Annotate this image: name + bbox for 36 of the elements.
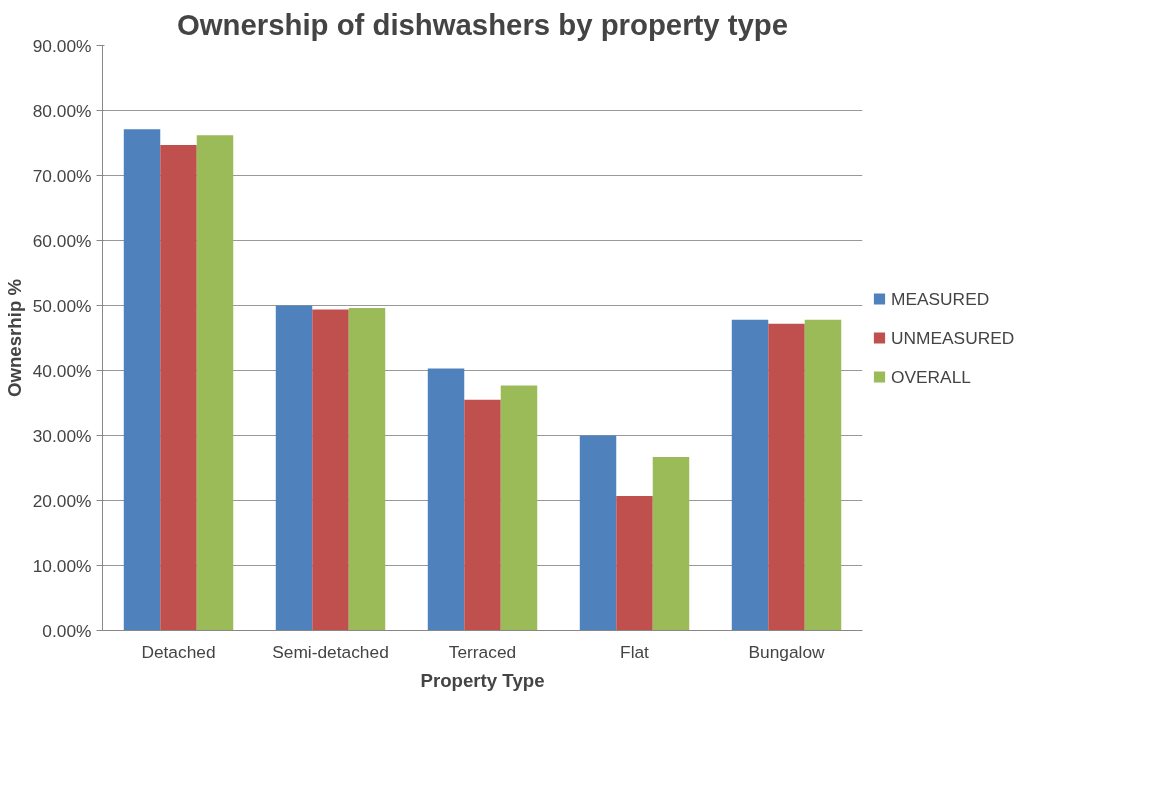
x-tick-label: Flat bbox=[620, 641, 650, 662]
x-tick-label: Bungalow bbox=[748, 641, 826, 662]
bar bbox=[616, 495, 653, 631]
y-tick-label: 30.00% bbox=[32, 425, 92, 446]
legend-label: MEASURED bbox=[891, 288, 990, 309]
legend-label: UNMEASURED bbox=[891, 327, 1015, 348]
y-tick-label: 0.00% bbox=[42, 620, 92, 641]
bar bbox=[500, 385, 538, 631]
x-axis-title: Property Type bbox=[420, 669, 545, 691]
bar bbox=[731, 319, 769, 631]
bar bbox=[160, 144, 197, 631]
bar bbox=[312, 309, 349, 631]
y-tick-label: 60.00% bbox=[32, 230, 92, 251]
bar bbox=[196, 135, 234, 631]
y-tick-label: 70.00% bbox=[32, 165, 92, 186]
bar bbox=[123, 129, 161, 631]
y-tick-label: 80.00% bbox=[32, 100, 92, 121]
bar bbox=[348, 308, 386, 631]
x-tick-label: Detached bbox=[141, 641, 216, 662]
x-tick-label: Semi-detached bbox=[272, 641, 389, 662]
y-axis-title: Ownesrhip % bbox=[3, 278, 25, 398]
legend-label: OVERALL bbox=[891, 366, 971, 387]
chart-title: Ownership of dishwashers by property type bbox=[176, 7, 789, 41]
bar bbox=[427, 368, 465, 631]
y-tick-label: 40.00% bbox=[32, 360, 92, 381]
bar bbox=[768, 323, 805, 631]
y-tick-label: 20.00% bbox=[32, 490, 92, 511]
y-tick-label: 50.00% bbox=[32, 295, 92, 316]
bar bbox=[652, 456, 690, 631]
bar bbox=[804, 319, 842, 631]
bar bbox=[579, 435, 617, 631]
bar bbox=[275, 305, 313, 631]
bar bbox=[464, 399, 501, 631]
y-tick-label: 10.00% bbox=[32, 555, 92, 576]
x-tick-label: Terraced bbox=[448, 641, 517, 662]
y-tick-label: 90.00% bbox=[32, 35, 92, 56]
